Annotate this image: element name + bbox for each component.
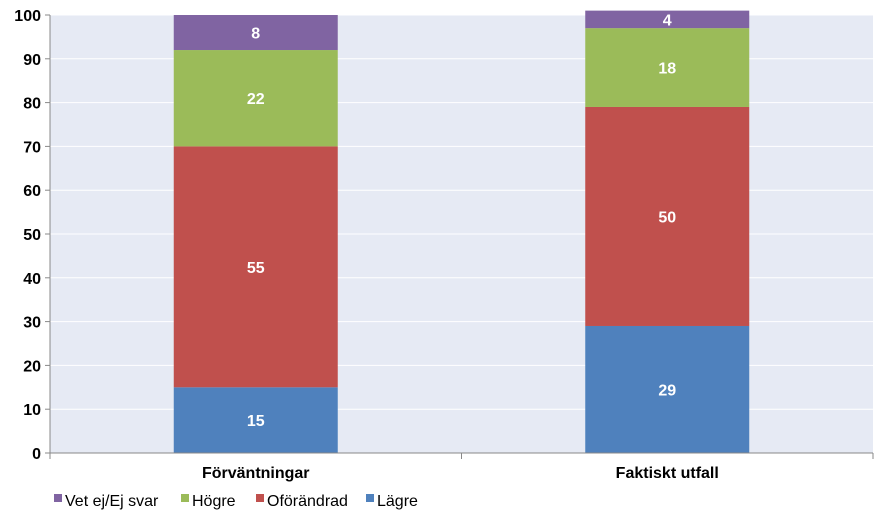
x-tick-label: Förväntningar bbox=[202, 465, 310, 482]
bars: 15 55 22 8 29 50 18 4 bbox=[173, 10, 750, 453]
y-tick-label: 100 bbox=[14, 8, 41, 25]
y-tick-label: 80 bbox=[23, 96, 41, 113]
data-label: 4 bbox=[663, 12, 672, 29]
legend-label: Vet ej/Ej svar bbox=[65, 493, 159, 510]
y-tick-label: 10 bbox=[23, 402, 41, 419]
legend[interactable]: Vet ej/Ej svar Högre Oförändrad Lägre bbox=[54, 493, 418, 510]
bar-segment[interactable] bbox=[585, 106, 750, 326]
legend-item[interactable]: Vet ej/Ej svar bbox=[54, 493, 159, 510]
legend-label: Oförändrad bbox=[267, 493, 348, 510]
legend-swatch bbox=[256, 494, 264, 502]
y-tick-label: 70 bbox=[23, 139, 41, 156]
data-label: 50 bbox=[658, 209, 676, 226]
y-axis-ticks: 0 10 20 30 40 50 60 70 80 90 100 bbox=[14, 8, 50, 463]
data-label: 22 bbox=[247, 91, 265, 108]
y-tick-label: 50 bbox=[23, 227, 41, 244]
bar-segment[interactable] bbox=[585, 325, 750, 453]
x-axis-ticks: Förväntningar Faktiskt utfall bbox=[49, 453, 874, 482]
y-tick-label: 0 bbox=[32, 446, 41, 463]
legend-label: Högre bbox=[192, 493, 236, 510]
bar-segment[interactable] bbox=[173, 50, 338, 147]
legend-swatch bbox=[54, 494, 62, 502]
data-label: 55 bbox=[247, 260, 265, 277]
bar-segment[interactable] bbox=[173, 146, 338, 388]
data-label: 18 bbox=[658, 61, 676, 78]
y-tick-label: 90 bbox=[23, 52, 41, 69]
data-label: 8 bbox=[251, 26, 260, 43]
legend-item[interactable]: Högre bbox=[181, 493, 236, 510]
bar-segment[interactable] bbox=[585, 28, 750, 107]
y-tick-label: 40 bbox=[23, 271, 41, 288]
x-tick-label: Faktiskt utfall bbox=[616, 465, 719, 482]
legend-swatch bbox=[181, 494, 189, 502]
legend-label: Lägre bbox=[377, 493, 418, 510]
legend-swatch bbox=[366, 494, 374, 502]
data-label: 15 bbox=[247, 413, 265, 430]
y-tick-label: 30 bbox=[23, 315, 41, 332]
bar-segment[interactable] bbox=[173, 387, 338, 453]
legend-item[interactable]: Oförändrad bbox=[256, 493, 348, 510]
data-label: 29 bbox=[658, 382, 676, 399]
bar-segment[interactable] bbox=[173, 15, 338, 51]
legend-item[interactable]: Lägre bbox=[366, 493, 418, 510]
bar-segment[interactable] bbox=[585, 10, 750, 29]
y-tick-label: 20 bbox=[23, 358, 41, 375]
y-tick-label: 60 bbox=[23, 183, 41, 200]
